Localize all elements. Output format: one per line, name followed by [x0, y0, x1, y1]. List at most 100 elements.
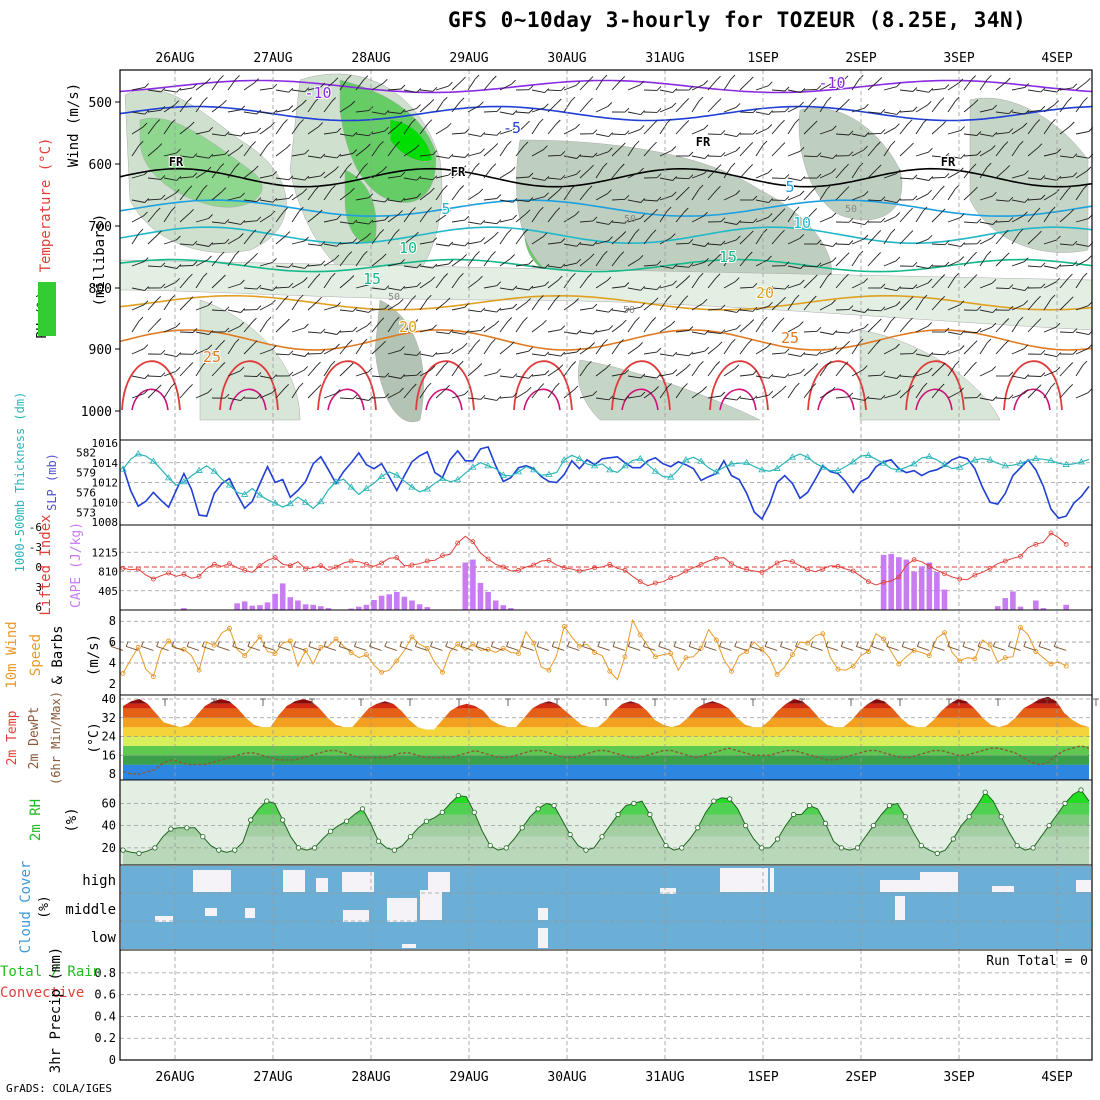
cape-bar: [508, 608, 514, 610]
rh-contour-label: 50: [388, 292, 400, 303]
wind-barb-flag: [799, 190, 805, 196]
rh-marker: [359, 806, 366, 812]
cape-bar: [386, 594, 392, 610]
wind-barb: [403, 122, 412, 135]
wind-barb: [195, 188, 204, 201]
wind-barb-flag: [703, 124, 709, 130]
wind-barb: [915, 325, 928, 333]
surface-wind-barb-flag: [810, 641, 814, 647]
wind-barb-flag: [284, 383, 290, 389]
wind-barb: [771, 375, 785, 379]
wind-barb-flag: [432, 175, 438, 181]
wind-barb-flag: [816, 326, 822, 332]
wind-barb-flag: [317, 296, 322, 302]
wind-barb: [131, 111, 145, 115]
wind-barb: [339, 366, 350, 377]
lifted-index-line: [122, 532, 1067, 587]
wind-barb-flag: [928, 147, 933, 153]
wind-barb: [259, 349, 273, 355]
wind-barb: [835, 133, 850, 136]
cape-bar: [264, 602, 271, 610]
thickness-line: [122, 453, 1090, 510]
wind-barb: [259, 375, 273, 380]
wind-barb: [1059, 87, 1073, 91]
wind-barb-flag: [826, 272, 832, 278]
wind-barb-flag: [672, 88, 678, 93]
wind-barb-flag: [831, 168, 837, 173]
wind-barb: [867, 132, 882, 135]
wind-barb: [723, 239, 737, 245]
wind-barb-flag: [288, 194, 294, 199]
wind-barb: [595, 343, 604, 355]
wind-barb: [579, 155, 594, 158]
wind-barb: [435, 100, 444, 113]
wind-barb: [819, 216, 833, 223]
rh-tick-label: 40: [102, 819, 116, 833]
surface-wind-barb-flag: [901, 641, 905, 647]
rh-marker: [1014, 842, 1020, 849]
wind-barb: [1059, 331, 1074, 334]
wind-speed-marker: [561, 623, 567, 629]
wind-barb: [259, 320, 268, 333]
wind-barb-flag: [816, 350, 822, 356]
surface-wind-barb: [734, 645, 747, 651]
wind-barb-flag: [959, 387, 964, 393]
wind-barb-flag: [382, 166, 388, 171]
wind-barb: [227, 133, 241, 137]
wind-barb: [323, 218, 337, 223]
cape-bar: [363, 604, 370, 610]
wind-barb: [995, 199, 1009, 202]
wind-barb-flag: [160, 262, 166, 268]
wind-barb-flag: [336, 302, 341, 307]
wind-barb-flag: [208, 153, 214, 159]
wind-barb-flag: [912, 349, 918, 354]
wind-barb-flag: [944, 261, 950, 267]
wind-barb: [243, 169, 255, 179]
wind-barb: [1027, 299, 1037, 311]
wind-barb: [515, 302, 527, 311]
wind-speed-marker: [409, 634, 415, 640]
wind-barb: [915, 353, 929, 357]
lifted-marker: [561, 565, 567, 571]
lifted-marker: [181, 571, 187, 577]
surface-wind-barb: [369, 645, 382, 651]
wind-speed-marker: [652, 654, 658, 660]
wind-barb-flag: [986, 162, 992, 168]
wind-speed-marker: [637, 632, 643, 638]
wind-barb-flag: [1022, 122, 1028, 128]
temp-tick-label: 8: [109, 767, 116, 781]
wind-barb-flag: [544, 370, 550, 375]
wind-barb-flag: [317, 209, 323, 215]
wind-barb-flag: [443, 184, 448, 190]
wind-barb: [147, 89, 161, 93]
lifted-marker: [577, 568, 582, 574]
wind-barb: [723, 150, 737, 157]
wind-barb: [627, 306, 641, 311]
wind-barb: [243, 111, 257, 115]
wind-barb: [499, 258, 511, 267]
rh-marker: [998, 814, 1004, 820]
wind-barb-flag: [271, 388, 277, 394]
wind-barb: [291, 298, 300, 311]
wind-speed-marker: [227, 626, 232, 631]
wind-speed-marker: [455, 641, 461, 647]
wind-barb: [451, 277, 460, 289]
wind-barb: [451, 219, 465, 223]
wind-barb: [275, 286, 290, 289]
isotherm-35: [1013, 388, 1051, 411]
wind-barb-flag: [334, 166, 339, 171]
surface-wind-barb: [110, 645, 124, 651]
wind-barb-flag: [557, 275, 563, 281]
wind-barb: [291, 192, 304, 201]
wind-barb: [195, 243, 209, 247]
wind-barb-flag: [1067, 185, 1073, 191]
wind-barb: [339, 255, 349, 267]
wind-barb: [227, 397, 241, 402]
wind-barb-flag: [160, 372, 166, 377]
wind-barb-flag: [539, 383, 545, 388]
wind-barb-flag: [716, 75, 721, 81]
wind-barb: [1043, 152, 1057, 157]
surface-wind-barb-flag: [642, 641, 646, 647]
wind-barb: [163, 152, 177, 157]
wind-barb-flag: [973, 186, 978, 192]
